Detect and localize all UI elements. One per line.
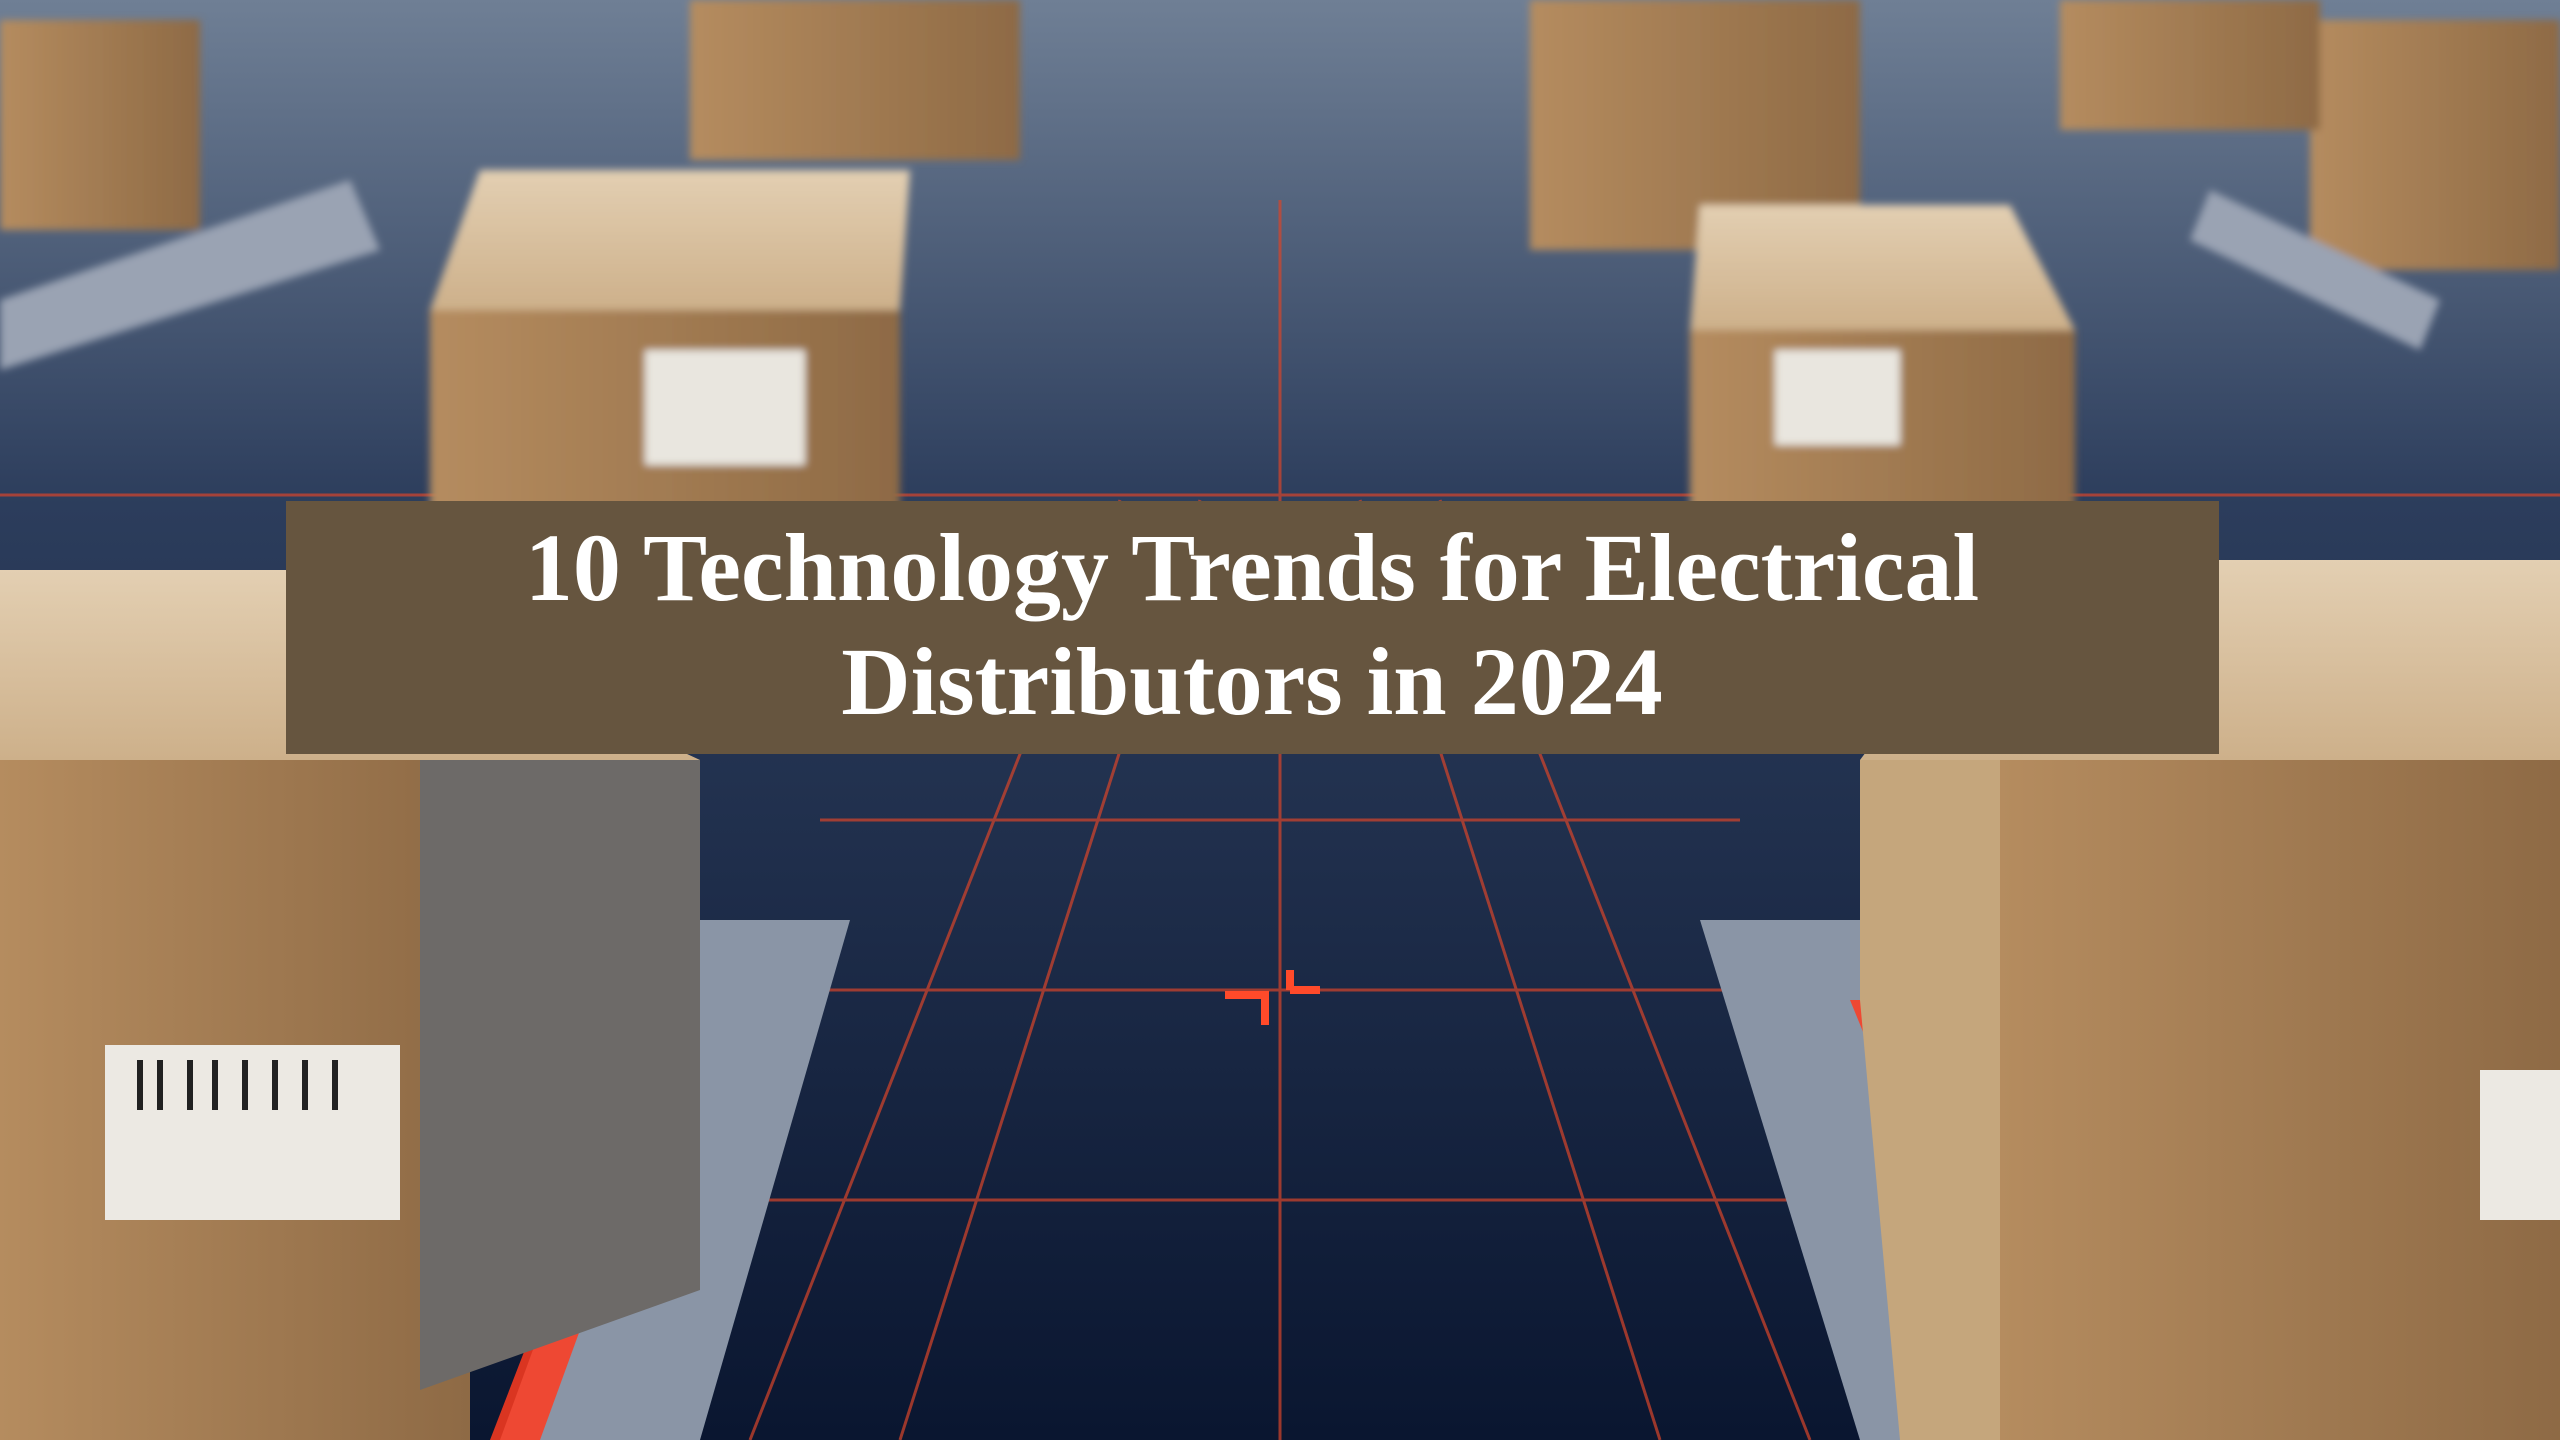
- title-line: 10 Technology Trends for Electrical: [525, 514, 1979, 621]
- title-line: Distributors in 2024: [841, 628, 1662, 735]
- title-banner: [286, 501, 2219, 754]
